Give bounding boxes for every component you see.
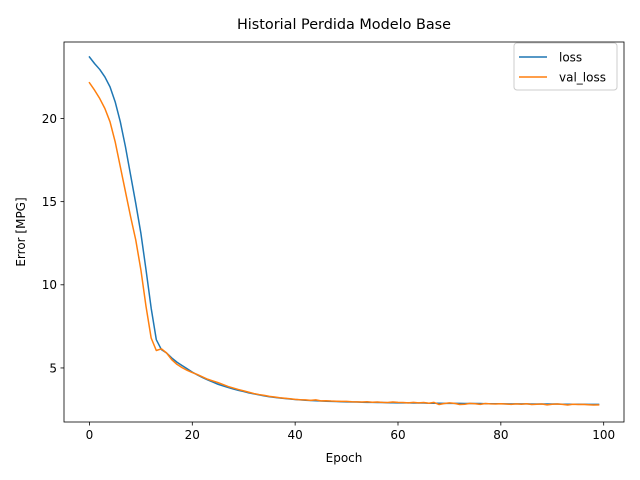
y-tick-label: 15 [42,195,57,209]
legend-label-loss: loss [559,50,582,64]
chart-title: Historial Perdida Modelo Base [237,17,451,33]
x-tick-label: 0 [86,428,94,442]
x-tick-label: 20 [185,428,200,442]
x-tick-label: 100 [592,428,615,442]
series-line-val-loss [88,81,600,406]
y-tick-label: 20 [42,112,57,126]
plot-background [64,42,624,422]
plot-area [63,41,625,423]
y-axis-ticks: 5 10 15 20 [42,112,64,375]
y-tick-label: 5 [49,361,57,375]
legend: loss val_loss [513,42,618,91]
x-tick-label: 80 [493,428,508,442]
x-axis-ticks: 0 20 40 60 80 100 [86,422,615,442]
axes-frame [63,41,625,423]
x-tick-label: 60 [390,428,405,442]
x-tick-label: 40 [288,428,303,442]
y-axis-label: Error [MPG] [14,197,28,266]
legend-box [513,42,618,91]
y-tick-label: 10 [42,278,57,292]
legend-label-val-loss: val_loss [559,70,606,84]
x-axis-label: Epoch [326,451,363,465]
